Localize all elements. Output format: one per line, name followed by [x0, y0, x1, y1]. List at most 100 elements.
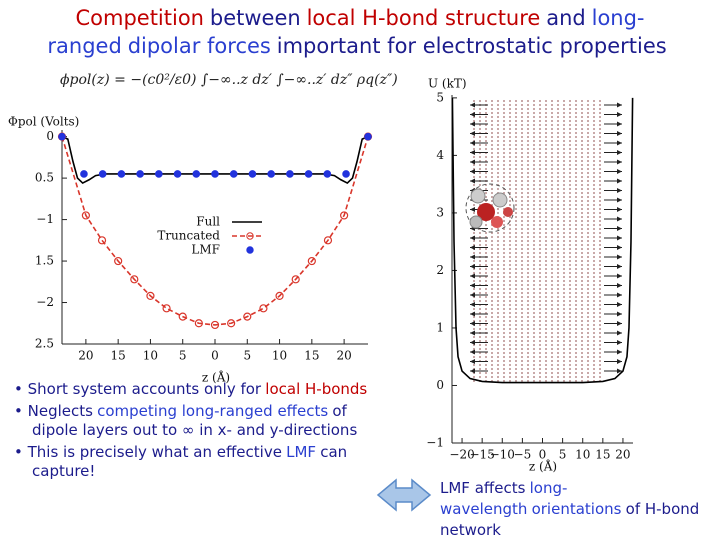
- point: [98, 170, 107, 178]
- field-arrowhead: [470, 283, 475, 288]
- series-line: [451, 97, 634, 384]
- field-arrowhead: [470, 178, 475, 184]
- field-arrowhead: [470, 140, 475, 146]
- field-arrowhead: [617, 321, 622, 326]
- field-arrowhead: [470, 292, 475, 298]
- field-arrowhead: [617, 188, 622, 193]
- text-segment: dipolar forces: [127, 34, 271, 58]
- bullet: • This is precisely what an effective LMF…: [6, 443, 376, 482]
- field-arrowhead: [470, 340, 475, 345]
- y-tick-label: −1: [426, 436, 444, 450]
- point: [307, 256, 316, 266]
- point: [248, 170, 257, 178]
- text-segment: LMF: [286, 442, 317, 461]
- legend-label: Truncated: [157, 229, 220, 243]
- y-axis-label: U (kT): [428, 77, 467, 91]
- field-arrowhead: [617, 245, 622, 250]
- field-arrowhead: [617, 330, 622, 336]
- x-tick-label: 15: [111, 349, 126, 363]
- point: [146, 291, 155, 300]
- series-line: [61, 136, 369, 326]
- field-arrowhead: [470, 235, 475, 241]
- field-arrowhead: [617, 197, 622, 203]
- field-arrowhead: [470, 207, 475, 212]
- double-arrow: [376, 478, 432, 512]
- field-arrowhead: [617, 264, 622, 269]
- field-arrowhead: [617, 235, 622, 241]
- bullet: • Short system accounts only for local H-…: [6, 380, 376, 400]
- text-segment: can capture!: [32, 442, 348, 481]
- text-segment: and: [546, 6, 586, 30]
- field-arrowhead: [617, 340, 622, 345]
- text-segment: LMF affects: [440, 479, 526, 497]
- field-arrowhead: [470, 254, 475, 260]
- y-tick-label: 5: [436, 90, 444, 104]
- y-tick-label: 1: [436, 320, 444, 334]
- text-segment: long-ranged: [47, 6, 645, 58]
- field-arrowhead: [617, 207, 622, 212]
- point: [192, 170, 201, 178]
- field-arrowhead: [470, 311, 475, 317]
- field-arrowhead: [617, 302, 622, 307]
- x-tick-label: 5: [243, 349, 251, 363]
- bullets: • Short system accounts only for local H-…: [6, 380, 376, 484]
- point: [267, 170, 275, 178]
- x-axis-label: z (Å): [202, 370, 230, 385]
- y-tick-label: 3: [436, 205, 444, 219]
- point: [58, 132, 66, 141]
- bullet: • Neglects competing long-ranged effects o…: [6, 402, 376, 441]
- field-arrowhead: [470, 131, 475, 136]
- field-arrowhead: [470, 302, 475, 307]
- text-segment: orientations: [531, 500, 622, 518]
- field-arrowhead: [617, 359, 622, 364]
- point: [194, 319, 203, 328]
- field-arrowhead: [617, 368, 622, 374]
- field-arrowhead: [617, 226, 622, 231]
- point: [97, 236, 107, 245]
- field-arrowhead: [617, 140, 622, 146]
- point: [130, 275, 139, 284]
- field-arrowhead: [617, 273, 622, 279]
- legend-label: Full: [196, 215, 220, 229]
- x-tick-label: −15: [470, 448, 495, 462]
- y-tick-label: 1.5: [35, 254, 54, 268]
- point: [80, 170, 88, 178]
- x-tick-label: 5: [179, 349, 187, 363]
- text-segment: long-wavelength: [440, 479, 568, 518]
- point: [117, 170, 126, 178]
- text-segment: between: [209, 6, 301, 30]
- x-tick-label: 0: [211, 349, 219, 363]
- text-segment: Competition: [75, 6, 204, 30]
- title: Competition between local H-bond structure…: [0, 4, 720, 60]
- field-arrowhead: [617, 254, 622, 260]
- field-arrowhead: [470, 150, 475, 155]
- text-segment: • Neglects: [14, 401, 93, 420]
- field-arrows: [470, 100, 622, 382]
- x-tick-label: 10: [272, 349, 287, 363]
- point: [342, 170, 350, 178]
- field-arrowhead: [617, 283, 622, 288]
- x-tick-label: 5: [559, 448, 567, 462]
- point: [304, 170, 313, 178]
- legend-swatch: [246, 246, 254, 254]
- point: [323, 170, 332, 178]
- point: [323, 236, 333, 245]
- point: [340, 211, 349, 220]
- point: [259, 304, 268, 313]
- text-segment: • This is precisely what an effective: [14, 442, 282, 461]
- y-axis-label: Φpol (Volts): [8, 115, 79, 129]
- x-tick-label: −5: [514, 448, 532, 462]
- molecule: [465, 183, 515, 233]
- field-arrowhead: [470, 359, 475, 364]
- field-arrowhead: [617, 102, 622, 108]
- field-arrowhead: [617, 178, 622, 184]
- point: [155, 170, 163, 178]
- field-arrowhead: [617, 311, 622, 317]
- point: [227, 319, 236, 328]
- field-arrowhead: [470, 112, 475, 117]
- field-arrowhead: [617, 121, 622, 127]
- text-segment: local H-bonds: [265, 380, 368, 398]
- point: [211, 170, 219, 178]
- point: [364, 132, 372, 141]
